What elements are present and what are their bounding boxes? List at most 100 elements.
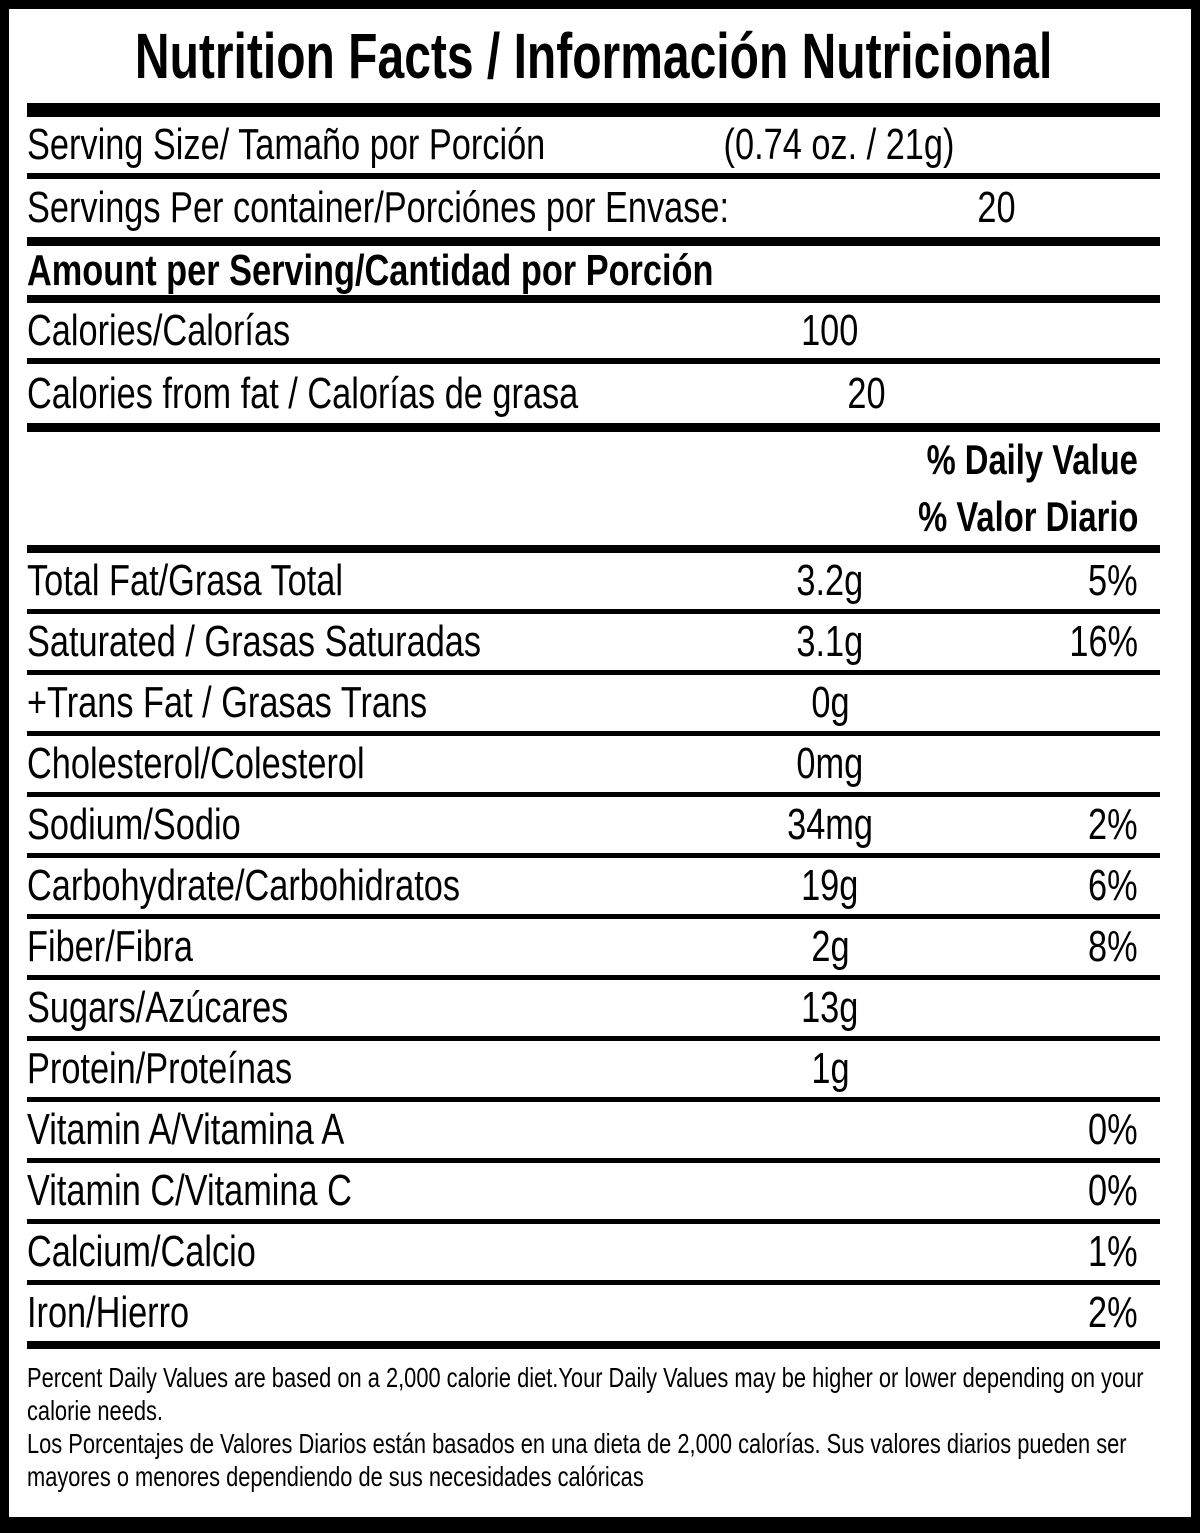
nutrient-amount-cell [680,1166,980,1216]
calories-label: Calories/Calorías [27,305,291,355]
footnote-english: Percent Daily Values are based on a 2,00… [27,1362,1144,1426]
title-divider-bar [27,103,1160,117]
nutrient-row-carbohydrate: Carbohydrate/Carbohidratos 19g 6% [27,858,1160,919]
nutrient-row-sodium: Sodium/Sodio 34mg 2% [27,797,1160,858]
nutrient-dv-cell: 0% [980,1105,1160,1155]
nutrient-dv: 8% [1088,922,1138,971]
nutrient-row-vitamin-a: Vitamin A/Vitamina A 0% [27,1102,1160,1163]
amount-per-serving-header-cell: Amount per Serving/Cantidad por Porción [27,246,1160,296]
nutrient-row-iron: Iron/Hierro 2% [27,1285,1160,1349]
nutrient-row-saturated-fat: Saturated / Grasas Saturadas 3.1g 16% [27,614,1160,675]
serving-size-value-cell: (0.74 oz. / 21g) [691,120,987,170]
calories-label-cell: Calories/Calorías [27,306,680,356]
calories-from-fat-label-cell: Calories from fat / Calorías de grasa [27,369,734,419]
daily-value-header-es: % Valor Diario [917,492,1138,540]
nutrient-label: Calcium/Calcio [27,1227,256,1276]
nutrient-label: Carbohydrate/Carbohidratos [27,861,461,910]
nutrient-amount-cell: 13g [680,983,980,1033]
nutrient-dv-cell [980,678,1160,728]
nutrient-dv-cell: 1% [980,1227,1160,1277]
nutrient-label-cell: Vitamin C/Vitamina C [27,1166,680,1216]
servings-per-container-label: Servings Per container/Porciónes por Env… [27,183,730,232]
nutrient-amount-cell [680,1227,980,1277]
nutrient-dv-cell [980,739,1160,789]
nutrient-amount: 1g [810,1044,850,1093]
nutrient-dv-cell [980,983,1160,1033]
nutrient-dv: 2% [1088,800,1138,849]
nutrient-row-sugars: Sugars/Azúcares 13g [27,980,1160,1041]
label-title: Nutrition Facts / Información Nutriciona… [134,20,1053,92]
nutrient-amount: 0mg [796,739,864,788]
servings-per-container-value-cell: 20 [927,183,1065,233]
nutrient-row-calcium: Calcium/Calcio 1% [27,1224,1160,1285]
nutrient-dv-cell: 0% [980,1166,1160,1216]
nutrient-amount-cell: 0mg [680,739,980,789]
nutrient-row-fiber: Fiber/Fibra 2g 8% [27,919,1160,980]
nutrient-label: Total Fat/Grasa Total [27,556,344,605]
nutrient-label-cell: Saturated / Grasas Saturadas [27,617,680,667]
nutrient-row-vitamin-c: Vitamin C/Vitamina C 0% [27,1163,1160,1224]
nutrient-dv: 1% [1088,1227,1138,1276]
nutrient-label-cell: +Trans Fat / Grasas Trans [27,678,680,728]
footnote-text-block: Percent Daily Values are based on a 2,00… [27,1361,1160,1493]
nutrient-label-cell: Sodium/Sodio [27,800,680,850]
nutrient-dv: 6% [1088,861,1138,910]
nutrient-label-cell: Total Fat/Grasa Total [27,556,680,606]
daily-value-header: % Daily Value % Valor Diario [27,432,1160,553]
nutrient-amount: 2g [810,922,850,971]
nutrient-dv-cell: 2% [980,800,1160,850]
nutrient-row-total-fat: Total Fat/Grasa Total 3.2g 5% [27,553,1160,614]
nutrient-label-cell: Sugars/Azúcares [27,983,680,1033]
nutrient-amount-cell [680,1105,980,1155]
nutrient-dv-cell: 16% [980,617,1160,667]
nutrient-amount-cell: 2g [680,922,980,972]
serving-size-label: Serving Size/ Tamaño por Porción [27,120,546,169]
nutrient-amount-cell: 3.2g [680,556,980,606]
servings-per-container-row: Servings Per container/Porciónes por Env… [27,179,1160,246]
calories-from-fat-label: Calories from fat / Calorías de grasa [27,368,579,418]
nutrient-amount-cell: 3.1g [680,617,980,667]
nutrient-label: Vitamin C/Vitamina C [27,1166,352,1215]
nutrient-dv-cell [980,1044,1160,1094]
calories-from-fat-value-cell: 20 [734,369,999,419]
daily-value-header-es-line: % Valor Diario [27,489,1160,546]
nutrient-dv: 0% [1088,1105,1138,1154]
nutrient-dv: 5% [1088,556,1138,605]
nutrient-dv-cell: 8% [980,922,1160,972]
calories-value: 100 [801,305,859,355]
nutrient-label: +Trans Fat / Grasas Trans [27,678,428,727]
serving-size-row: Serving Size/ Tamaño por Porción (0.74 o… [27,117,1160,179]
label-title-row: Nutrition Facts / Información Nutriciona… [27,9,1160,103]
nutrient-amount-cell: 1g [680,1044,980,1094]
nutrient-label: Saturated / Grasas Saturadas [27,617,482,666]
footnote-section: Percent Daily Values are based on a 2,00… [27,1349,1160,1517]
footnote-spanish: Los Porcentajes de Valores Diarios están… [27,1428,1127,1492]
nutrient-row-trans-fat: +Trans Fat / Grasas Trans 0g [27,675,1160,736]
nutrient-amount-cell [680,1288,980,1338]
nutrient-label: Sodium/Sodio [27,800,241,849]
calories-row: Calories/Calorías 100 [27,303,1160,364]
nutrient-dv-cell: 2% [980,1288,1160,1338]
nutrient-label: Protein/Proteínas [27,1044,293,1093]
nutrient-amount: 34mg [787,800,873,849]
nutrient-label-cell: Calcium/Calcio [27,1227,680,1277]
calories-value-cell: 100 [680,306,980,356]
nutrient-label-cell: Cholesterol/Colesterol [27,739,680,789]
nutrient-amount: 13g [801,983,859,1032]
nutrient-label: Cholesterol/Colesterol [27,739,365,788]
nutrient-label-cell: Fiber/Fibra [27,922,680,972]
serving-size-value: (0.74 oz. / 21g) [723,120,955,169]
nutrient-amount: 3.1g [796,617,864,666]
daily-value-header-en-line: % Daily Value [27,432,1160,489]
nutrient-row-cholesterol: Cholesterol/Colesterol 0mg [27,736,1160,797]
calories-from-fat-row: Calories from fat / Calorías de grasa 20 [27,364,1160,432]
nutrient-amount-cell: 34mg [680,800,980,850]
daily-value-header-en: % Daily Value [926,436,1138,484]
nutrient-amount: 3.2g [796,556,864,605]
nutrient-dv: 0% [1088,1166,1138,1215]
amount-per-serving-header: Amount per Serving/Cantidad por Porción [27,245,714,295]
nutrient-label: Sugars/Azúcares [27,983,289,1032]
nutrient-label-cell: Protein/Proteínas [27,1044,680,1094]
serving-size-label-cell: Serving Size/ Tamaño por Porción [27,120,691,170]
